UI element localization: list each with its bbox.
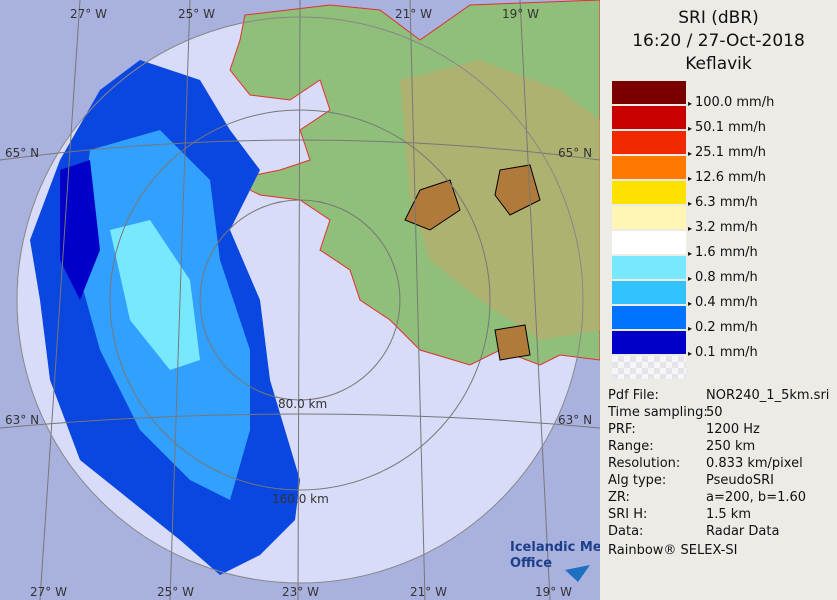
logo-mark: [565, 565, 590, 582]
legend-label: ▸ 0.8 mm/h: [688, 270, 758, 285]
radar-map: 27° W 25° W 21° W 19° W 27° W 25° W 23° …: [0, 0, 600, 600]
info-value: 1200 Hz: [706, 422, 760, 437]
info-key: Time sampling:: [608, 405, 708, 420]
legend-label: ▸ 0.2 mm/h: [688, 320, 758, 335]
lon-label: 19° W: [535, 585, 572, 599]
info-value: Radar Data: [706, 524, 780, 539]
legend-nodata-swatch: [612, 356, 686, 379]
info-value: 1.5 km: [706, 507, 751, 522]
legend-value: 1.6 mm/h: [695, 245, 758, 260]
legend-label: ▸ 100.0 mm/h: [688, 95, 775, 110]
lon-label: 23° W: [282, 585, 319, 599]
lat-label: 63° N: [5, 413, 39, 427]
range-label: 160.0 km: [272, 492, 329, 506]
longitude-line: [169, 0, 191, 600]
legend-value: 0.8 mm/h: [695, 270, 758, 285]
rain-area: [60, 160, 100, 300]
legend-value: 25.1 mm/h: [695, 145, 767, 160]
info-key: SRI H:: [608, 507, 648, 522]
longitude-line: [409, 0, 426, 600]
legend-swatch: [612, 256, 686, 279]
legend-swatch: [612, 181, 686, 204]
legend-value: 100.0 mm/h: [695, 95, 775, 110]
info-key: Range:: [608, 439, 654, 454]
info-key: Pdf File:: [608, 388, 659, 403]
info-key: Alg type:: [608, 473, 667, 488]
lon-label: 27° W: [30, 585, 67, 599]
info-key: Resolution:: [608, 456, 681, 471]
footer: Rainbow® SELEX-SI: [608, 543, 738, 558]
latitude-line: [0, 413, 600, 429]
legend-label: ▸ 50.1 mm/h: [688, 120, 767, 135]
longitude-line: [519, 0, 551, 600]
side-panel: SRI (dBR) 16:20 / 27-Oct-2018 Keflavik ▸…: [600, 0, 837, 600]
legend-label: ▸ 1.6 mm/h: [688, 245, 758, 260]
product-time: 16:20 / 27-Oct-2018: [632, 31, 805, 51]
legend-label: ▸ 6.3 mm/h: [688, 195, 758, 210]
legend-label: ▸ 25.1 mm/h: [688, 145, 767, 160]
legend-swatch: [612, 206, 686, 229]
info-value: 0.833 km/pixel: [706, 456, 803, 471]
lon-label: 21° W: [395, 7, 432, 21]
longitude-line: [297, 0, 301, 600]
legend-value: 6.3 mm/h: [695, 195, 758, 210]
rain-area: [110, 220, 200, 370]
lon-label: 25° W: [157, 585, 194, 599]
legend-value: 0.2 mm/h: [695, 320, 758, 335]
legend-value: 3.2 mm/h: [695, 220, 758, 235]
info-key: PRF:: [608, 422, 636, 437]
legend-swatch: [612, 156, 686, 179]
radar-site: Keflavik: [685, 54, 752, 74]
lat-label: 65° N: [5, 146, 39, 160]
glacier: [404, 179, 461, 231]
info-value: a=200, b=1.60: [706, 490, 807, 505]
legend-label: ▸ 12.6 mm/h: [688, 170, 767, 185]
lat-label: 63° N: [558, 413, 592, 427]
logo-text: Office: [510, 556, 552, 571]
info-key: ZR:: [608, 490, 630, 505]
legend-swatch: [612, 106, 686, 129]
legend-label: ▸ 3.2 mm/h: [688, 220, 758, 235]
legend-swatch: [612, 81, 686, 104]
legend-value: 0.4 mm/h: [695, 295, 758, 310]
product-title: SRI (dBR): [678, 8, 759, 28]
range-ring: [199, 199, 401, 401]
info-value: 250 km: [706, 439, 756, 454]
range-ring: [109, 109, 491, 491]
legend-swatch: [612, 306, 686, 329]
legend-value: 50.1 mm/h: [695, 120, 767, 135]
glacier: [494, 324, 531, 361]
legend-swatch: [612, 281, 686, 304]
legend-value: 12.6 mm/h: [695, 170, 767, 185]
lon-label: 25° W: [178, 7, 215, 21]
legend-swatch: [612, 331, 686, 354]
legend-label: ▸ 0.4 mm/h: [688, 295, 758, 310]
legend-label: ▸ 0.1 mm/h: [688, 345, 758, 360]
info-value: NOR240_1_5km.sri: [706, 388, 830, 403]
lon-label: 21° W: [410, 585, 447, 599]
legend-value: 0.1 mm/h: [695, 345, 758, 360]
range-label: 80.0 km: [278, 397, 327, 411]
info-value: PseudoSRI: [706, 473, 774, 488]
lon-label: 27° W: [70, 7, 107, 21]
lat-label: 65° N: [558, 146, 592, 160]
legend-swatch: [612, 131, 686, 154]
longitude-line: [39, 0, 81, 600]
range-ring: [16, 16, 584, 584]
legend-swatch: [612, 231, 686, 254]
info-key: Data:: [608, 524, 644, 539]
graticule: [0, 0, 600, 600]
logo-text: Icelandic Met: [510, 540, 600, 555]
lon-label: 19° W: [502, 7, 539, 21]
info-value: 50: [706, 405, 723, 420]
